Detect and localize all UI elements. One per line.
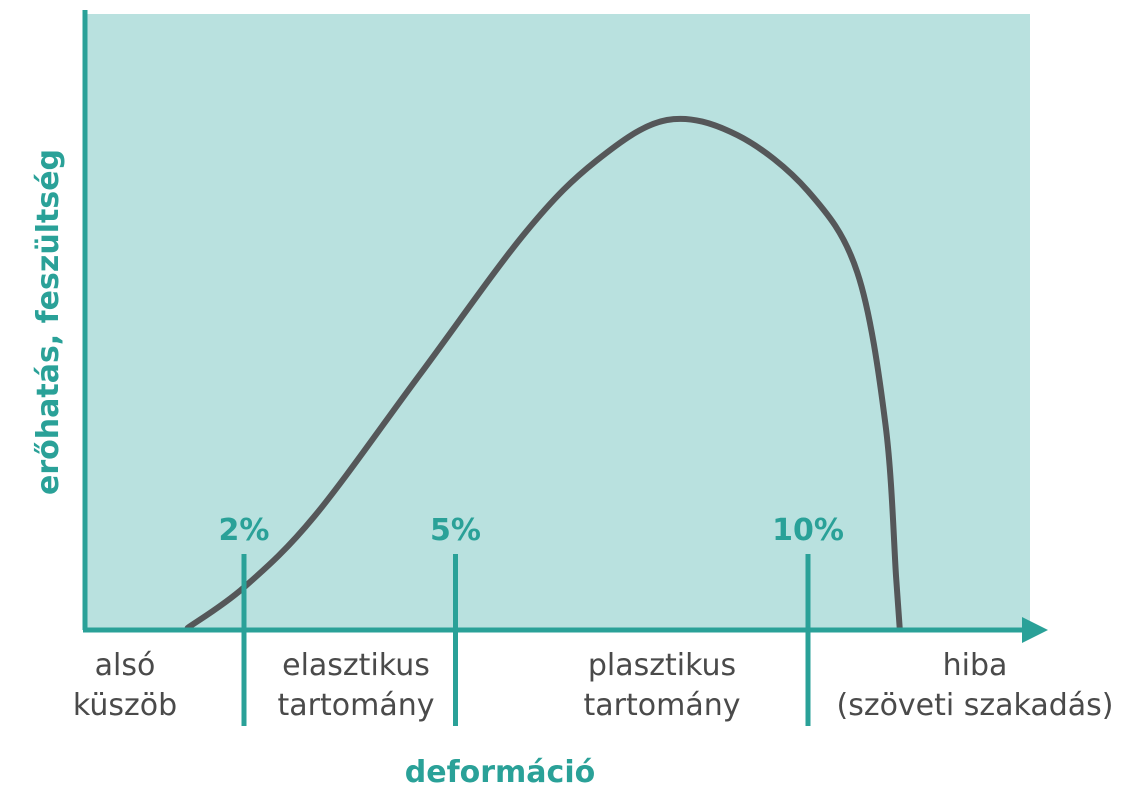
region-label-failure-line1: hiba [943,648,1008,683]
region-label-failure-line2: (szöveti szakadás) [836,688,1113,723]
marker-label-3: 10% [772,513,844,548]
x-axis-title: deformáció [405,755,595,790]
region-label-plastic-line2: tartomány [584,688,741,723]
marker-label-1: 2% [219,513,270,548]
region-label-lower-threshold-line1: alsó [95,648,156,683]
region-label-elastic-line2: tartomány [278,688,435,723]
x-axis-arrowhead [1022,617,1048,643]
region-label-lower-threshold-line2: küszöb [73,688,177,723]
region-label-elastic-line1: elasztikus [282,648,430,683]
region-label-plastic-line1: plasztikus [588,648,736,683]
marker-label-2: 5% [430,513,481,548]
y-axis-title: erőhatás, feszültség [31,149,66,495]
plot-background [85,14,1030,628]
stress-strain-curve [184,115,903,631]
